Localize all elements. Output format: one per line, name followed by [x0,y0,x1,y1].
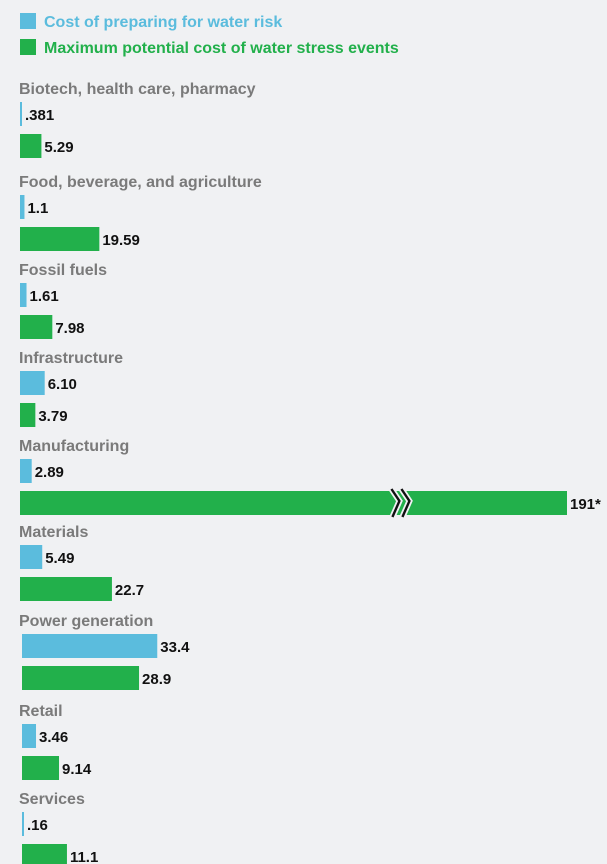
max-cost-value-label: 22.7 [115,582,144,599]
category-label: Food, beverage, and agriculture [19,174,262,191]
prep-cost-bar [22,812,24,836]
prep-cost-value-label: 33.4 [160,639,190,656]
category-group-food-beverage-and-agriculture: Food, beverage, and agriculture 1.1 19.59 [19,174,262,251]
category-groups: Biotech, health care, pharmacy .381 5.29 Fo… [19,81,601,864]
max-cost-value-label: 9.14 [62,761,92,778]
prep-cost-bar [22,724,37,748]
prep-cost-bar [20,102,22,126]
prep-cost-bar [22,634,158,658]
prep-cost-value-label: 3.46 [39,729,68,746]
category-label: Services [19,791,85,808]
prep-cost-value-label: 6.10 [48,376,77,393]
category-label: Retail [19,703,63,720]
legend-label-1: Cost of preparing for water risk [44,14,282,31]
legend: Cost of preparing for water risk Maximum … [20,13,399,57]
max-cost-value-label: 3.79 [38,408,67,425]
max-cost-value-label: 5.29 [44,139,73,156]
axis-break-mark [388,487,413,519]
category-group-infrastructure: Infrastructure 6.10 3.79 [19,350,123,427]
max-cost-value-label: 19.59 [102,232,140,249]
prep-cost-bar [20,283,27,307]
prep-cost-bar [20,195,25,219]
max-cost-value-label: 7.98 [55,320,84,337]
category-label: Infrastructure [19,350,123,367]
max-cost-value-label: 191* [570,496,601,513]
legend-label-2: Maximum potential cost of water stress e… [44,40,399,57]
prep-cost-value-label: .16 [27,817,48,834]
max-cost-value-label: 28.9 [142,671,171,688]
max-cost-bar [20,577,112,601]
prep-cost-value-label: 2.89 [35,464,64,481]
category-group-fossil-fuels: Fossil fuels 1.61 7.98 [19,262,107,339]
category-group-materials: Materials 5.49 22.7 [19,524,144,601]
legend-swatch-1 [20,13,36,29]
max-cost-bar [20,491,567,515]
category-group-retail: Retail 3.46 9.14 [19,703,92,780]
max-cost-bar [20,134,42,158]
prep-cost-value-label: 1.61 [30,288,59,305]
max-cost-bar [20,227,100,251]
category-group-services: Services .16 11.1 [19,791,98,864]
max-cost-bar [22,756,60,780]
prep-cost-value-label: 1.1 [27,200,48,217]
category-label: Materials [19,524,88,541]
category-group-biotech-health-care-pharmacy: Biotech, health care, pharmacy .381 5.29 [19,81,256,158]
max-cost-bar [22,666,140,690]
max-cost-bar [20,403,36,427]
max-cost-bar [22,844,67,864]
prep-cost-value-label: .381 [25,107,54,124]
prep-cost-bar [20,371,45,395]
legend-swatch-2 [20,39,36,55]
max-cost-value-label: 11.1 [70,849,98,864]
category-label: Biotech, health care, pharmacy [19,81,256,98]
prep-cost-bar [20,545,43,569]
category-label: Fossil fuels [19,262,107,279]
category-label: Power generation [19,613,153,630]
category-label: Manufacturing [19,438,129,455]
category-group-manufacturing: Manufacturing 2.89 191* [19,438,601,519]
category-group-power-generation: Power generation 33.4 28.9 [19,613,190,690]
prep-cost-bar [20,459,32,483]
prep-cost-value-label: 5.49 [45,550,74,567]
max-cost-bar [20,315,53,339]
